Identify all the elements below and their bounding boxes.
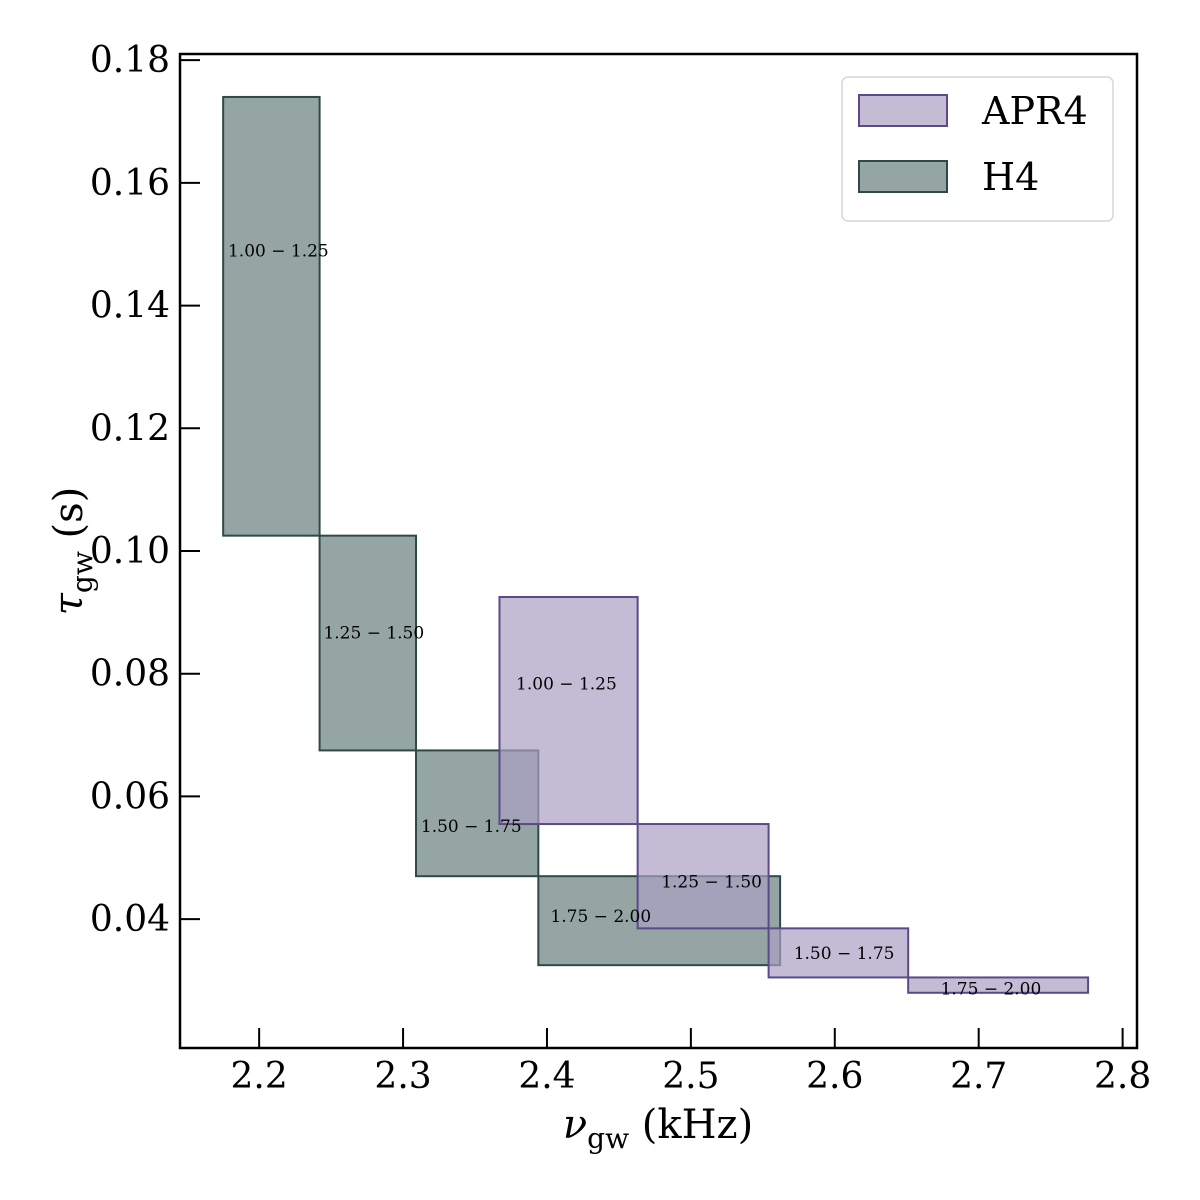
y-tick-label: 0.12 (90, 408, 170, 449)
x-tick-label: 2.7 (950, 1056, 1007, 1097)
x-tick-label: 2.8 (1094, 1056, 1151, 1097)
legend: APR4 H4 (841, 76, 1114, 222)
bin-label-h4-3: 1.50 − 1.75 (421, 817, 522, 837)
x-tick-label: 2.3 (374, 1056, 431, 1097)
y-axis-symbol: τ (46, 592, 92, 615)
bin-label-h4-2: 1.25 − 1.50 (323, 623, 424, 643)
x-tick-label: 2.4 (518, 1056, 575, 1097)
y-tick-label: 0.08 (90, 654, 170, 695)
x-axis-unit: (kHz) (629, 1102, 753, 1148)
bars-layer (222, 95, 1090, 994)
bin-label-h4-1: 1.00 − 1.25 (228, 241, 329, 261)
y-tick-label: 0.10 (90, 531, 170, 572)
bar-apr4-4 (907, 976, 1090, 994)
bin-label-apr4-4: 1.75 − 2.00 (941, 979, 1042, 999)
legend-label-apr4: APR4 (981, 89, 1088, 133)
bin-label-apr4-2: 1.25 − 1.50 (661, 872, 762, 892)
y-tick-label: 0.06 (90, 776, 170, 817)
bin-label-apr4-1: 1.00 − 1.25 (516, 674, 617, 694)
x-axis-subscript: gw (587, 1122, 629, 1155)
bin-label-apr4-3: 1.50 − 1.75 (794, 944, 895, 964)
legend-swatch-apr4 (858, 94, 948, 127)
x-tick-label: 2.2 (231, 1056, 288, 1097)
x-axis-label: νgw (kHz) (563, 1102, 753, 1155)
bin-label-h4-4: 1.75 − 2.00 (550, 907, 651, 927)
y-axis-label: τgw (s) (46, 487, 99, 615)
bar-h4-1 (222, 95, 321, 537)
x-axis-symbol: ν (563, 1102, 587, 1148)
y-axis-subscript: gw (66, 551, 99, 593)
y-tick-label: 0.04 (90, 899, 170, 940)
x-tick-label: 2.5 (662, 1056, 719, 1097)
y-tick-label: 0.18 (90, 40, 170, 81)
legend-label-h4: H4 (982, 155, 1039, 199)
bin-labels-layer: 1.00 − 1.25 1.25 − 1.50 1.50 − 1.75 1.75 − … (228, 241, 1041, 999)
y-tick-label: 0.14 (90, 286, 170, 327)
bar-apr4-2 (636, 823, 770, 930)
plot-frame (178, 52, 1139, 1050)
y-axis-unit: (s) (46, 487, 92, 551)
y-tick-label: 0.16 (90, 163, 170, 204)
bar-h4-2 (318, 534, 418, 752)
x-tick-label: 2.6 (806, 1056, 863, 1097)
bar-apr4-3 (767, 927, 910, 979)
legend-swatch-h4 (858, 160, 948, 193)
bar-apr4-1 (498, 596, 639, 826)
ticks-layer: 2.2 2.3 2.4 2.5 2.6 2.7 2.8 0.04 0.06 0.08 0.10 0.1… (90, 40, 1151, 1097)
